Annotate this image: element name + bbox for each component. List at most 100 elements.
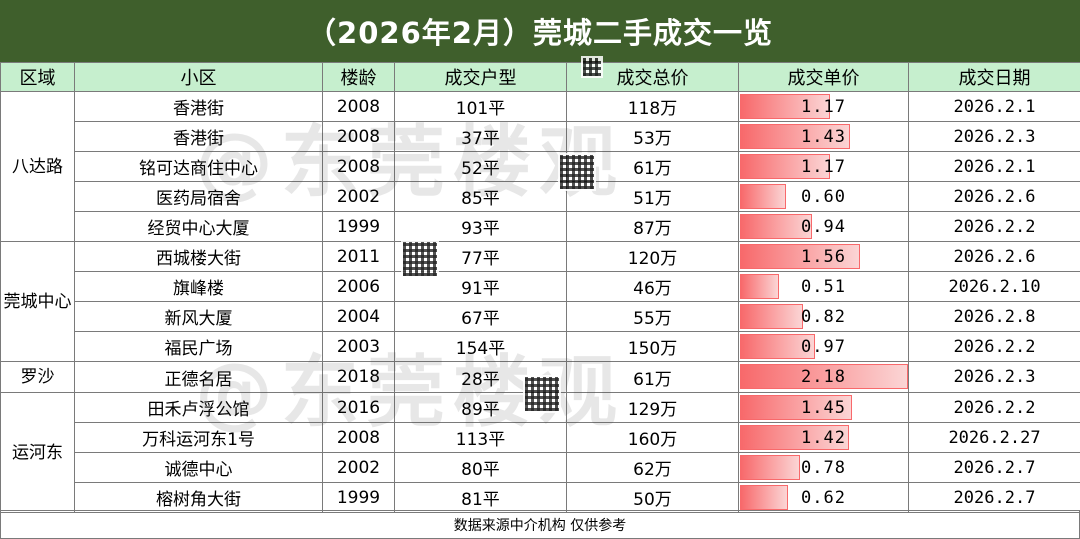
community-cell: 香港街 (74, 121, 323, 152)
size-cell: 52平 (394, 151, 567, 182)
age-cell: 2008 (322, 91, 395, 122)
unit-price-cell: 0.94 (738, 211, 909, 242)
unit-price-label: 0.60 (801, 186, 846, 207)
date-cell: 2026.2.2 (908, 331, 1080, 362)
header-row: 区域 小区 楼龄 成交户型 成交总价 成交单价 成交日期 (0, 62, 1080, 92)
unit-price-label: 0.97 (801, 336, 846, 357)
total-price-cell: 120万 (566, 241, 739, 272)
region-cell: 八达路 (0, 91, 75, 242)
date-cell: 2026.2.8 (908, 301, 1080, 332)
column-header-region: 区域 (0, 62, 75, 92)
date-cell: 2026.2.2 (908, 211, 1080, 242)
total-price-cell: 55万 (566, 301, 739, 332)
total-price-cell: 53万 (566, 121, 739, 152)
table-row: 八达路 香港街 2008 101平 118万 1.17 2026.2.1 (0, 91, 1080, 242)
unit-price-bar (740, 274, 779, 299)
unit-price-bar (740, 244, 860, 269)
community-cell: 经贸中心大厦 (74, 211, 323, 242)
age-cell: 2008 (322, 121, 395, 152)
qr-code-icon (401, 240, 439, 278)
unit-price-cell: 2.18 (738, 361, 909, 393)
qr-code-icon (581, 56, 603, 78)
column-header-size: 成交户型 (394, 62, 567, 92)
unit-price-bar (740, 395, 852, 420)
age-cell: 2008 (322, 151, 395, 182)
date-cell: 2026.2.10 (908, 271, 1080, 302)
unit-price-bar (740, 184, 786, 209)
table-row: 诚德中心 2002 80平 62万 0.78 2026.2.7 (1, 452, 1080, 483)
age-cell: 1999 (322, 482, 395, 513)
region-cell: 运河东 (0, 392, 75, 513)
date-cell: 2026.2.3 (908, 121, 1080, 152)
size-cell: 81平 (394, 482, 567, 513)
table-row: 铭可达商住中心 2008 52平 61万 1.17 2026.2.1 (1, 151, 1080, 182)
table-row: 榕树角大街 1999 81平 50万 0.62 2026.2.7 (1, 482, 1080, 513)
unit-price-label: 1.43 (801, 126, 846, 147)
unit-price-label: 1.45 (801, 397, 846, 418)
total-price-cell: 62万 (566, 452, 739, 483)
column-header-age: 楼龄 (322, 62, 395, 92)
unit-price-cell: 0.82 (738, 301, 909, 332)
unit-price-cell: 1.42 (738, 422, 909, 453)
table-row: 万科运河东1号 2008 113平 160万 1.42 2026.2.27 (1, 422, 1080, 453)
age-cell: 2006 (322, 271, 395, 302)
unit-price-cell: 0.97 (738, 331, 909, 362)
unit-price-bar (740, 214, 812, 239)
date-cell: 2026.2.6 (908, 181, 1080, 212)
column-header-date: 成交日期 (908, 62, 1080, 92)
unit-price-bar (740, 455, 800, 480)
community-cell: 新风大厦 (74, 301, 323, 332)
age-cell: 2002 (322, 181, 395, 212)
date-cell: 2026.2.7 (908, 452, 1080, 483)
community-cell: 榕树角大街 (74, 482, 323, 513)
date-cell: 2026.2.1 (908, 151, 1080, 182)
unit-price-cell: 1.17 (738, 151, 909, 182)
table-row: 运河东 田禾卢浮公馆 2016 89平 129万 1.45 2026.2.2 (0, 392, 1080, 513)
region-cell: 莞城中心 (0, 241, 75, 362)
community-cell: 万科运河东1号 (74, 422, 323, 453)
table-row: 莞城中心 西城楼大街 2011 77平 120万 1.56 2026.2.6 (0, 241, 1080, 362)
qr-code-icon (523, 375, 561, 413)
total-price-cell: 50万 (566, 482, 739, 513)
unit-price-label: 0.94 (801, 216, 846, 237)
column-header-community: 小区 (74, 62, 323, 92)
age-cell: 2018 (322, 361, 395, 393)
transactions-table: 区域 小区 楼龄 成交户型 成交总价 成交单价 成交日期 八达路 香港街 2008 1… (0, 62, 1080, 513)
size-cell: 80平 (394, 452, 567, 483)
total-price-cell: 46万 (566, 271, 739, 302)
date-cell: 2026.2.3 (908, 361, 1080, 393)
table-row: 新风大厦 2004 67平 55万 0.82 2026.2.8 (1, 301, 1080, 332)
community-cell: 香港街 (74, 91, 323, 122)
age-cell: 2003 (322, 331, 395, 362)
unit-price-bar (740, 364, 908, 389)
table-row: 福民广场 2003 154平 150万 0.97 2026.2.2 (1, 331, 1080, 362)
unit-price-cell: 1.56 (738, 241, 909, 272)
unit-price-bar (740, 425, 849, 450)
total-price-cell: 160万 (566, 422, 739, 453)
community-cell: 医药局宿舍 (74, 181, 323, 212)
unit-price-bar (740, 154, 830, 179)
size-cell: 93平 (394, 211, 567, 242)
size-cell: 113平 (394, 422, 567, 453)
unit-price-cell: 1.45 (738, 392, 909, 423)
total-price-cell: 118万 (566, 91, 739, 122)
table-body: 八达路 香港街 2008 101平 118万 1.17 2026.2.1 香港街 2008 37平… (0, 91, 1080, 513)
unit-price-cell: 0.51 (738, 271, 909, 302)
unit-price-label: 0.62 (801, 487, 846, 508)
unit-price-label: 1.17 (801, 96, 846, 117)
unit-price-bar (740, 94, 830, 119)
unit-price-cell: 1.43 (738, 121, 909, 152)
unit-price-cell: 1.17 (738, 91, 909, 122)
age-cell: 2011 (322, 241, 395, 272)
age-cell: 1999 (322, 211, 395, 242)
total-price-cell: 87万 (566, 211, 739, 242)
size-cell: 101平 (394, 91, 567, 122)
age-cell: 2016 (322, 392, 395, 423)
age-cell: 2008 (322, 422, 395, 453)
table-row: 旗峰楼 2006 91平 46万 0.51 2026.2.10 (1, 271, 1080, 302)
size-cell: 67平 (394, 301, 567, 332)
total-price-cell: 129万 (566, 392, 739, 423)
unit-price-label: 1.17 (801, 156, 846, 177)
qr-code-icon (558, 153, 596, 191)
